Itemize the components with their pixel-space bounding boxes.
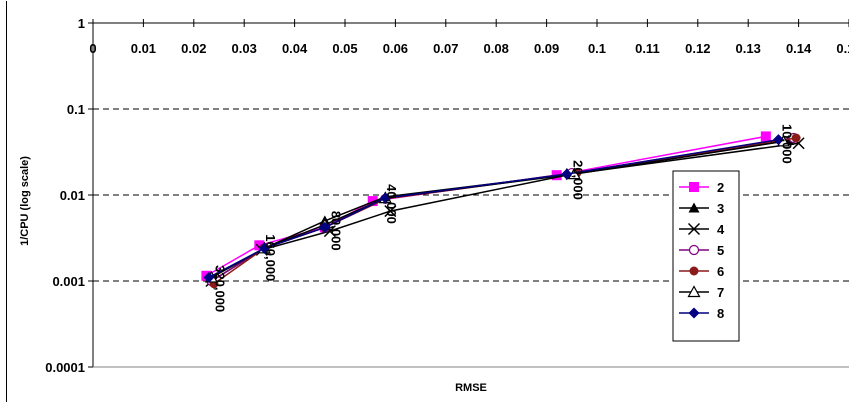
legend: 2 3 4 5 6 7 8 (672, 170, 740, 342)
legend-marker-6 (689, 266, 699, 276)
y-tick-label-2: 0.01 (60, 188, 85, 203)
x-tick-label-12: 0.12 (685, 41, 710, 56)
data-label-1: 20,000 (570, 160, 585, 200)
x-tick-label-0: 0 (89, 41, 96, 56)
x-tick-label-9: 0.09 (534, 41, 559, 56)
x-tick-label-13: 0.13 (736, 41, 761, 56)
series-8-point-0 (203, 271, 215, 283)
x-tick-label-3: 0.03 (232, 41, 257, 56)
y-tick-labels: 1 0.1 0.01 0.001 0.0001 (45, 16, 85, 375)
chart-svg: 0 0.01 0.02 0.03 0.04 0.05 0.06 0.07 0.08 0.09 0.1… (19, 16, 849, 394)
legend-marker-2 (689, 182, 699, 192)
legend-label-4: 4 (717, 222, 725, 237)
legend-label-5: 5 (717, 243, 724, 258)
x-tick-label-15: 0.15 (836, 41, 849, 56)
legend-marker-8 (688, 307, 700, 319)
legend-label-2: 2 (717, 180, 724, 195)
data-annotations: 10,000 20,000 40,000 80,000 160,000 320,000 (212, 124, 794, 312)
y-axis-title: 1/CPU (log scale) (19, 156, 31, 246)
series-8-point-2 (319, 221, 331, 233)
series-4-point-3 (384, 205, 397, 218)
legend-label-8: 8 (717, 306, 724, 321)
series-8-point-5 (772, 134, 784, 146)
legend-marker-5 (688, 244, 700, 256)
legend-label-6: 6 (717, 264, 724, 279)
axes (88, 19, 849, 368)
x-tick-label-8: 0.08 (484, 41, 509, 56)
series-8-point-4 (561, 168, 573, 180)
y-tick-label-3: 0.001 (52, 274, 85, 289)
x-tick-labels: 0 0.01 0.02 0.03 0.04 0.05 0.06 0.07 0.08 0.09 0.1… (89, 41, 849, 56)
data-label-3: 80,000 (328, 211, 343, 251)
y-tick-label-1: 0.1 (67, 102, 85, 117)
x-axis-title: RMSE (455, 382, 487, 394)
series-8-point-1 (258, 242, 270, 254)
series-8-point-3 (379, 192, 391, 204)
series-2-point-5 (760, 131, 771, 142)
data-label-4: 160,000 (263, 234, 278, 281)
x-tick-label-2: 0.02 (181, 41, 206, 56)
x-tick-label-14: 0.14 (786, 41, 812, 56)
series-6-point-5 (791, 133, 801, 143)
legend-label-3: 3 (717, 201, 724, 216)
series-group (201, 131, 805, 289)
legend-marker-7 (687, 285, 701, 298)
legend-label-7: 7 (717, 285, 724, 300)
y-tick-label-4: 0.0001 (45, 360, 85, 375)
x-tick-label-1: 0.01 (131, 41, 156, 56)
x-tick-label-11: 0.11 (635, 41, 660, 56)
legend-marker-3 (688, 202, 700, 213)
x-tick-label-4: 0.04 (282, 41, 308, 56)
chart-frame: 0 0.01 0.02 0.03 0.04 0.05 0.06 0.07 0.08 0.09 0.1… (6, 1, 849, 402)
legend-box (672, 170, 740, 342)
x-tick-label-6: 0.06 (383, 41, 408, 56)
series-8-line (208, 138, 779, 279)
data-label-5: 320,000 (212, 265, 227, 312)
series-8 (203, 134, 784, 283)
data-label-0: 10,000 (779, 124, 794, 164)
legend-marker-4 (687, 222, 701, 236)
x-tick-label-7: 0.07 (433, 41, 458, 56)
y-tick-label-0: 1 (78, 16, 85, 31)
data-label-2: 40,000 (384, 184, 399, 224)
x-tick-label-10: 0.1 (588, 41, 606, 56)
x-tick-label-5: 0.05 (332, 41, 357, 56)
